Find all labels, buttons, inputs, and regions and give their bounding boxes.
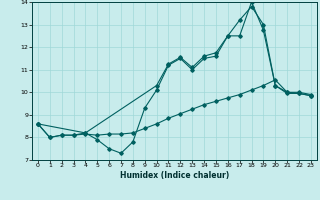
- X-axis label: Humidex (Indice chaleur): Humidex (Indice chaleur): [120, 171, 229, 180]
